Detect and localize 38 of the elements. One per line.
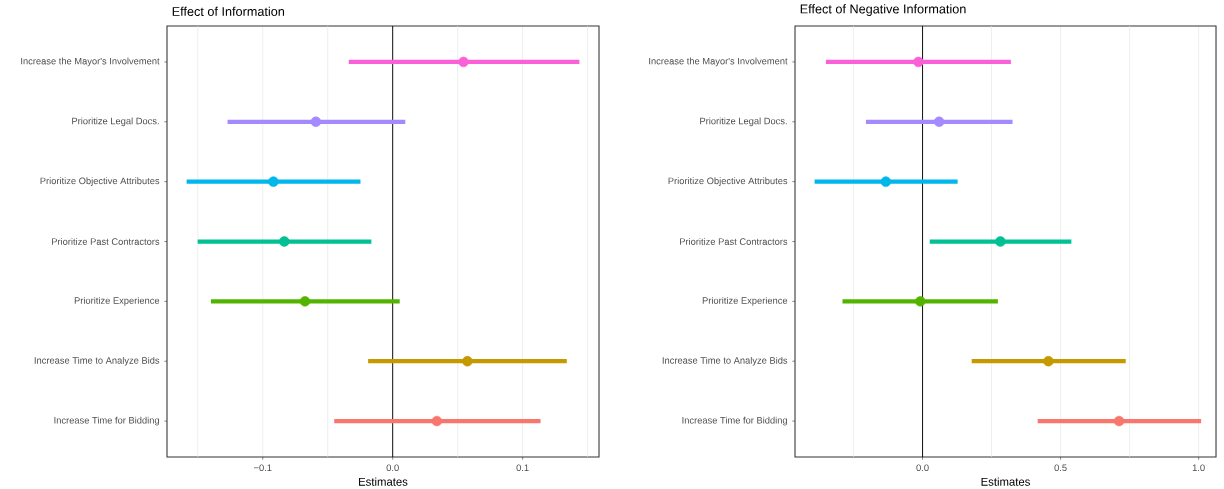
x-axis-title: Estimates xyxy=(981,477,1030,486)
x-tick-label: 0.5 xyxy=(1054,464,1067,471)
y-tick-label: Increase Time to Analyze Bids xyxy=(34,356,160,366)
point xyxy=(913,56,924,68)
point xyxy=(933,116,945,127)
y-tick-label: Increase Time to Analyze Bids xyxy=(662,356,788,366)
point xyxy=(458,56,469,68)
y-tick-label: Prioritize Past Contractors xyxy=(680,238,788,245)
point xyxy=(915,296,926,307)
y-tick-label: Increase Time for Bidding xyxy=(54,416,159,426)
point xyxy=(880,176,892,187)
y-tick-label: Prioritize Experience xyxy=(74,297,160,306)
point xyxy=(995,236,1006,247)
x-tick-label: −0.1 xyxy=(254,464,272,471)
x-tick-label: 1.0 xyxy=(1192,464,1205,471)
x-tick-label: 0.0 xyxy=(386,464,399,471)
point xyxy=(431,415,443,427)
point xyxy=(462,356,473,367)
x-tick-label: 0.1 xyxy=(516,464,529,471)
y-tick-label: Prioritize Past Contractors xyxy=(51,238,160,245)
y-tick-label: Prioritize Legal Docs. xyxy=(72,117,159,127)
chart-title: Effect of Negative Information xyxy=(800,4,966,16)
y-tick-label: Prioritize Legal Docs. xyxy=(700,117,787,127)
y-tick-label: Increase Time for Bidding xyxy=(682,416,787,426)
y-tick-label: Increase the Mayor's Involvement xyxy=(21,57,160,67)
x-axis-title: Estimates xyxy=(359,477,408,486)
x-tick-label: 0.0 xyxy=(916,464,929,471)
y-tick-label: Prioritize Experience xyxy=(702,297,788,306)
y-tick-label: Prioritize Objective Attributes xyxy=(40,177,160,187)
point xyxy=(299,296,311,307)
point xyxy=(1043,356,1054,367)
y-tick-label: Prioritize Objective Attributes xyxy=(668,177,788,187)
chart-title: Effect of Information xyxy=(172,6,285,16)
point xyxy=(310,116,322,127)
point xyxy=(279,236,290,247)
y-tick-label: Increase the Mayor's Involvement xyxy=(649,57,788,67)
point xyxy=(268,176,279,187)
point xyxy=(1113,415,1125,427)
